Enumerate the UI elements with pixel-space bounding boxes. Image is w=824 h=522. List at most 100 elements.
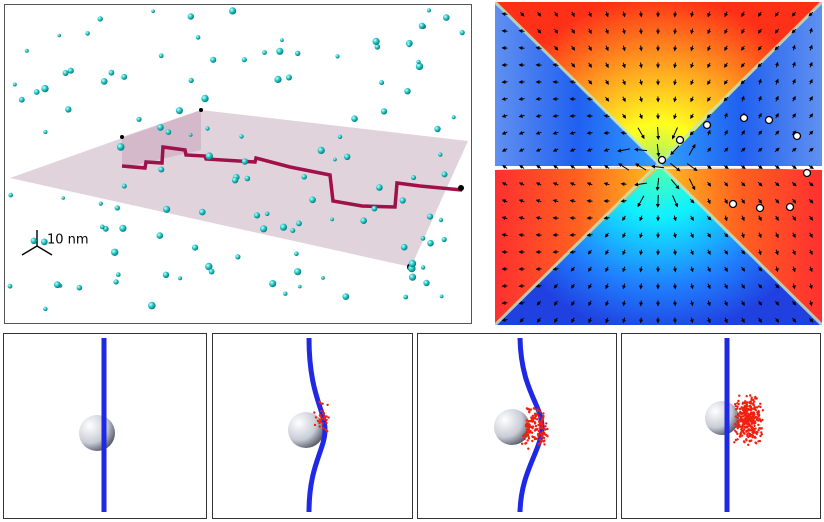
arrow xyxy=(635,163,647,171)
arrow xyxy=(552,182,559,187)
arrow xyxy=(553,300,558,306)
particle xyxy=(205,262,213,271)
particles xyxy=(7,7,465,312)
arrow xyxy=(588,317,593,324)
arrow xyxy=(792,317,797,323)
particle xyxy=(295,50,301,56)
tracer xyxy=(323,418,326,421)
tracer xyxy=(520,442,524,445)
arrow xyxy=(775,198,780,204)
tracer xyxy=(325,418,328,422)
arrow xyxy=(775,232,779,239)
tracer xyxy=(734,422,737,426)
particle xyxy=(427,239,434,247)
tracer xyxy=(542,415,545,418)
arrow xyxy=(791,61,796,68)
arrow xyxy=(809,215,814,221)
arrow xyxy=(569,147,576,152)
particle xyxy=(438,152,443,157)
step-line xyxy=(121,145,463,209)
tracer xyxy=(539,410,542,413)
particle xyxy=(420,265,426,270)
arrow xyxy=(518,300,525,305)
arrow xyxy=(569,182,576,187)
tracer xyxy=(321,422,324,425)
arrow xyxy=(689,283,694,290)
arrow xyxy=(571,11,575,18)
particle xyxy=(418,22,426,29)
arrow xyxy=(689,249,694,256)
tracer xyxy=(757,440,760,443)
tracer xyxy=(736,416,739,420)
corner xyxy=(199,108,203,112)
tracer xyxy=(524,425,528,428)
field-panel xyxy=(495,2,822,325)
arrow xyxy=(706,165,712,170)
arrow xyxy=(536,317,541,323)
tracer xyxy=(733,441,736,444)
arrow xyxy=(792,215,796,221)
arrow xyxy=(741,28,745,34)
arrow xyxy=(774,78,779,85)
sphere xyxy=(494,409,530,445)
arrow xyxy=(740,147,746,153)
tracer xyxy=(530,418,534,422)
particle xyxy=(178,276,183,281)
tracer xyxy=(325,415,328,418)
arrow xyxy=(620,182,627,187)
tracer xyxy=(756,413,759,416)
arrow xyxy=(638,45,643,52)
bottom-panels xyxy=(3,333,821,519)
tracer xyxy=(538,415,541,419)
arrow xyxy=(740,181,746,187)
arrow xyxy=(792,113,796,119)
arrow xyxy=(792,198,797,204)
particle xyxy=(241,158,249,165)
particle xyxy=(344,153,351,160)
tracer xyxy=(316,419,320,423)
arrow xyxy=(586,232,593,237)
particle xyxy=(244,175,251,182)
tracer xyxy=(751,398,755,402)
particle xyxy=(426,8,432,13)
particle xyxy=(459,29,465,36)
arrow xyxy=(569,130,576,135)
arrow xyxy=(518,283,525,288)
particle xyxy=(321,276,325,280)
arrow xyxy=(688,143,696,156)
particle xyxy=(113,279,119,285)
particle xyxy=(443,14,450,21)
particle xyxy=(76,284,83,291)
tracer xyxy=(542,440,545,443)
arrow xyxy=(618,163,630,171)
arrow xyxy=(571,317,575,324)
tracer xyxy=(750,396,753,399)
tracer xyxy=(533,437,537,441)
arrow xyxy=(791,249,796,256)
particle xyxy=(151,9,155,13)
arrow xyxy=(656,126,661,140)
arrow xyxy=(808,283,813,290)
arrow xyxy=(808,182,814,187)
tracer xyxy=(539,432,543,435)
tracer xyxy=(761,418,764,422)
particle xyxy=(188,133,193,137)
tracer xyxy=(750,433,753,437)
arrow xyxy=(639,300,644,307)
tracer xyxy=(734,415,738,418)
arrow xyxy=(552,130,559,135)
tracer xyxy=(538,438,542,441)
arrow xyxy=(673,113,678,120)
arrow xyxy=(535,147,542,152)
arrow xyxy=(586,97,593,102)
tracer xyxy=(314,416,318,419)
arrow xyxy=(501,113,508,118)
arrow xyxy=(604,165,610,169)
particle xyxy=(7,283,13,289)
particle xyxy=(199,208,206,216)
particle xyxy=(371,205,378,212)
tracer xyxy=(534,413,537,416)
arrow xyxy=(622,249,627,256)
arrow xyxy=(706,300,711,307)
tracer xyxy=(741,420,744,423)
